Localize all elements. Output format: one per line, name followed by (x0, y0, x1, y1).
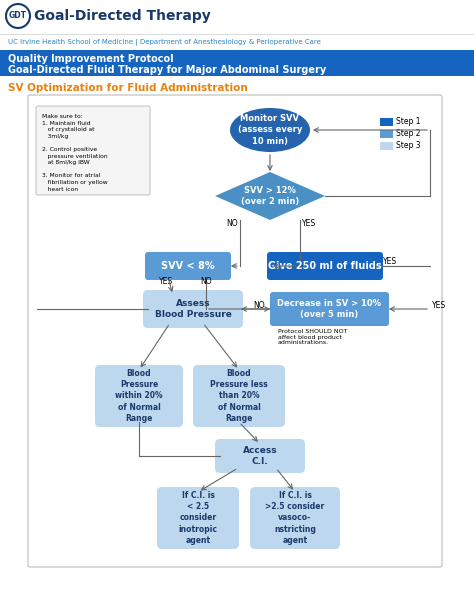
FancyBboxPatch shape (157, 487, 239, 549)
FancyBboxPatch shape (267, 252, 383, 280)
Text: Assess
Blood Pressure: Assess Blood Pressure (155, 299, 231, 319)
FancyBboxPatch shape (193, 365, 285, 427)
Text: Protocol SHOULD NOT
affect blood product
administrations.: Protocol SHOULD NOT affect blood product… (278, 329, 347, 345)
Text: Blood
Pressure
within 20%
of Normal
Range: Blood Pressure within 20% of Normal Rang… (115, 369, 163, 423)
Bar (380, 142, 393, 150)
FancyBboxPatch shape (36, 106, 150, 195)
FancyBboxPatch shape (215, 439, 305, 473)
Text: Blood
Pressure less
than 20%
of Normal
Range: Blood Pressure less than 20% of Normal R… (210, 369, 268, 423)
FancyBboxPatch shape (145, 252, 231, 280)
Text: NO: NO (227, 219, 238, 228)
Text: YES: YES (159, 276, 173, 285)
Bar (380, 118, 393, 126)
Text: NO: NO (254, 301, 265, 310)
Text: If C.I. is
>2.5 consider
vasoco-
nstricting
agent: If C.I. is >2.5 consider vasoco- nstrict… (265, 491, 325, 545)
Text: Monitor SVV
(assess every
10 min): Monitor SVV (assess every 10 min) (238, 114, 302, 146)
Polygon shape (215, 172, 325, 220)
Bar (380, 130, 393, 138)
Text: YES: YES (302, 219, 316, 228)
Text: YES: YES (383, 257, 397, 266)
FancyBboxPatch shape (270, 292, 389, 326)
FancyBboxPatch shape (250, 487, 340, 549)
FancyBboxPatch shape (95, 365, 183, 427)
Text: Make sure to:
1. Maintain fluid
   of crystalloid at
   3ml/kg

2. Control posit: Make sure to: 1. Maintain fluid of cryst… (42, 114, 108, 192)
Text: GDT: GDT (9, 11, 27, 21)
Text: Access
C.I.: Access C.I. (243, 446, 277, 466)
Ellipse shape (230, 108, 310, 152)
Text: Give 250 ml of fluids: Give 250 ml of fluids (268, 261, 382, 271)
Text: Quality Improvement Protocol: Quality Improvement Protocol (8, 54, 173, 64)
Text: SVV > 12%
(over 2 min): SVV > 12% (over 2 min) (241, 186, 299, 206)
Text: Step 1: Step 1 (396, 117, 420, 126)
FancyBboxPatch shape (143, 290, 243, 328)
Bar (0, 50, 474, 76)
Text: YES: YES (432, 301, 446, 310)
Text: Goal-Directed Therapy: Goal-Directed Therapy (34, 9, 211, 23)
Text: Goal-Directed Fluid Therapy for Major Abdominal Surgery: Goal-Directed Fluid Therapy for Major Ab… (8, 65, 326, 75)
Text: NO: NO (200, 276, 212, 285)
Text: UC Irvine Health School of Medicine | Department of Anesthesiology & Perioperati: UC Irvine Health School of Medicine | De… (8, 39, 321, 46)
Text: Decrease in SV > 10%
(over 5 min): Decrease in SV > 10% (over 5 min) (277, 299, 382, 319)
Text: SV Optimization for Fluid Administration: SV Optimization for Fluid Administration (8, 83, 248, 93)
Text: Step 3: Step 3 (396, 142, 420, 151)
Text: Step 2: Step 2 (396, 129, 420, 139)
Text: If C.I. is
< 2.5
consider
inotropic
agent: If C.I. is < 2.5 consider inotropic agen… (179, 491, 218, 545)
Text: SVV < 8%: SVV < 8% (161, 261, 215, 271)
